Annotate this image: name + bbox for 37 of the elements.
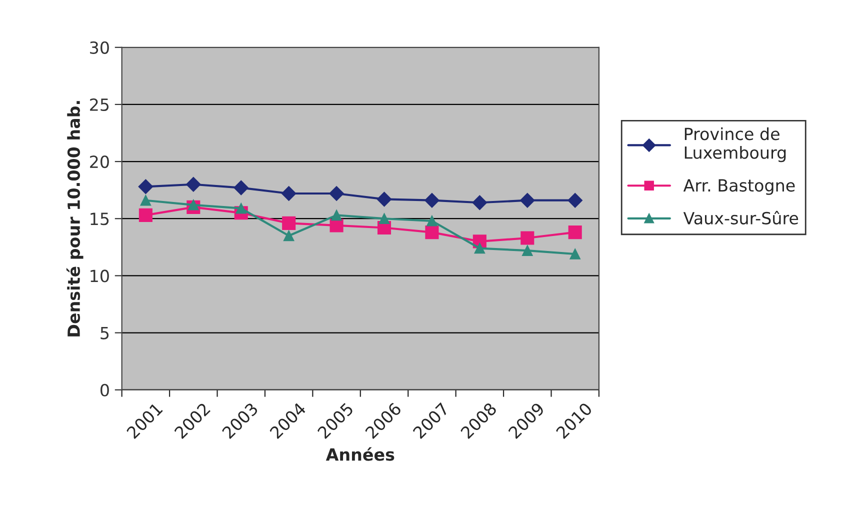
point bbox=[282, 216, 296, 230]
point bbox=[236, 202, 246, 214]
point bbox=[474, 242, 486, 254]
point bbox=[186, 176, 201, 192]
point bbox=[283, 230, 294, 242]
point bbox=[570, 248, 580, 260]
point bbox=[376, 192, 392, 207]
point bbox=[424, 192, 440, 208]
point bbox=[329, 186, 344, 201]
legend-label: Province de Luxembourg bbox=[684, 127, 786, 162]
point bbox=[188, 200, 199, 210]
point bbox=[425, 226, 439, 240]
y-tick-label: 15 bbox=[90, 212, 109, 226]
point bbox=[378, 213, 390, 224]
point bbox=[140, 194, 152, 206]
legend-label: Vaux-sur-Sûre bbox=[683, 210, 798, 224]
y-tick-label: 20 bbox=[90, 156, 109, 168]
point bbox=[426, 216, 438, 226]
point bbox=[520, 231, 534, 245]
y-tick-label: 30 bbox=[90, 41, 109, 54]
y-tick-label: 10 bbox=[90, 270, 109, 282]
point bbox=[568, 192, 582, 208]
point bbox=[522, 245, 533, 256]
point bbox=[331, 210, 342, 221]
x-axis-title: Années bbox=[326, 447, 394, 461]
point bbox=[520, 192, 535, 208]
point bbox=[138, 208, 152, 222]
y-tick-label: 0 bbox=[100, 384, 109, 396]
point bbox=[234, 180, 249, 196]
point bbox=[281, 186, 296, 201]
y-tick-label: 25 bbox=[90, 98, 109, 112]
point bbox=[568, 226, 582, 240]
point bbox=[138, 179, 154, 194]
legend-label: Arr. Bastogne bbox=[683, 179, 795, 195]
y-tick-label: 5 bbox=[100, 326, 109, 340]
point bbox=[472, 195, 488, 210]
y-axis-title: Densité pour 10.000 hab. bbox=[66, 101, 84, 336]
